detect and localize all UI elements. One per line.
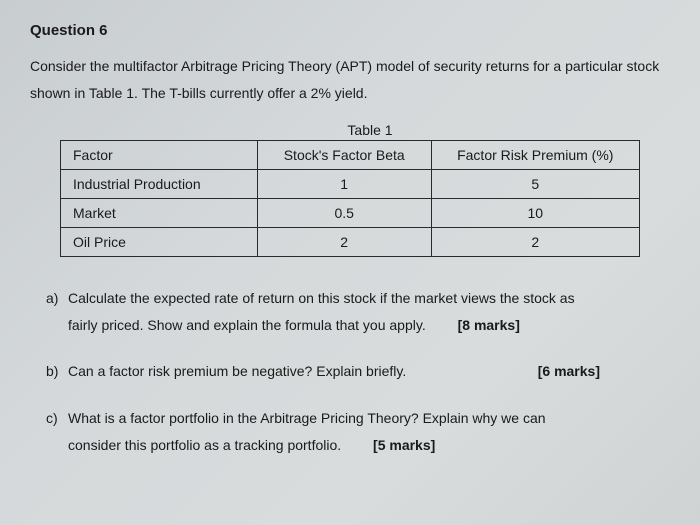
cell-premium: 5 <box>431 170 639 199</box>
question-header: Question 6 <box>30 22 670 39</box>
header-beta: Stock's Factor Beta <box>257 141 431 170</box>
part-a-text1: Calculate the expected rate of return on… <box>68 290 575 306</box>
part-b-label: b) <box>46 358 58 385</box>
factor-table: Factor Stock's Factor Beta Factor Risk P… <box>60 140 640 257</box>
part-a-label: a) <box>46 285 58 312</box>
cell-premium: 10 <box>431 199 639 228</box>
part-b: b) Can a factor risk premium be negative… <box>30 358 670 385</box>
part-b-marks: [6 marks] <box>538 358 600 385</box>
cell-beta: 1 <box>257 170 431 199</box>
table-title: Table 1 <box>70 122 670 138</box>
part-c-marks: [5 marks] <box>373 437 435 453</box>
part-a-text2: fairly priced. Show and explain the form… <box>68 317 426 333</box>
part-c-text1: What is a factor portfolio in the Arbitr… <box>68 410 546 426</box>
header-factor: Factor <box>61 141 258 170</box>
cell-beta: 2 <box>257 228 431 257</box>
table-row: Market 0.5 10 <box>61 199 640 228</box>
question-intro: Consider the multifactor Arbitrage Prici… <box>30 53 670 106</box>
table-header-row: Factor Stock's Factor Beta Factor Risk P… <box>61 141 640 170</box>
cell-factor: Market <box>61 199 258 228</box>
part-b-text: Can a factor risk premium be negative? E… <box>68 363 406 379</box>
table-row: Industrial Production 1 5 <box>61 170 640 199</box>
cell-beta: 0.5 <box>257 199 431 228</box>
part-a: a) Calculate the expected rate of return… <box>30 285 670 338</box>
header-premium: Factor Risk Premium (%) <box>431 141 639 170</box>
table-row: Oil Price 2 2 <box>61 228 640 257</box>
cell-factor: Oil Price <box>61 228 258 257</box>
part-c-label: c) <box>46 405 58 432</box>
part-c-text2: consider this portfolio as a tracking po… <box>68 437 341 453</box>
part-c: c) What is a factor portfolio in the Arb… <box>30 405 670 458</box>
part-a-marks: [8 marks] <box>458 317 520 333</box>
cell-factor: Industrial Production <box>61 170 258 199</box>
cell-premium: 2 <box>431 228 639 257</box>
